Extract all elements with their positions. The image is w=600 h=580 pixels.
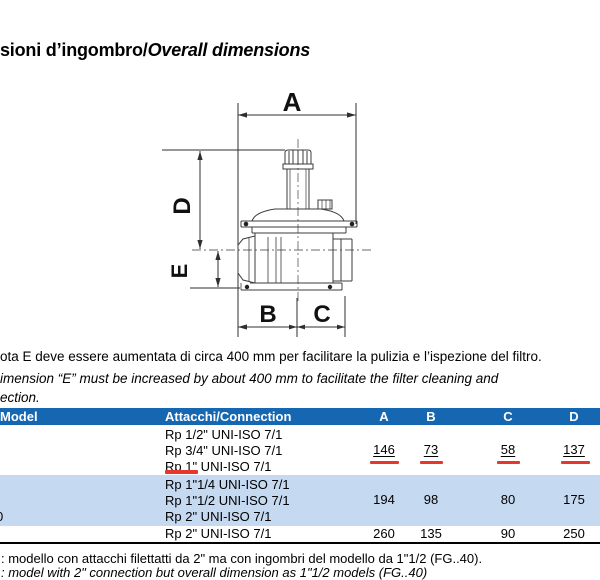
red-underline-annotation [561, 461, 590, 464]
dimension-b-c [238, 296, 346, 337]
dim-label-c: C [313, 301, 330, 328]
table-header-row: Model Attacchi/Connection A B C D [0, 408, 600, 425]
note-english: imension “E” must be increased by about … [0, 369, 498, 407]
inlet-connection [237, 235, 256, 284]
dimensions-table: Model Attacchi/Connection A B C D Rp 1/2… [0, 408, 600, 544]
header-col-c: C [503, 409, 513, 424]
regulator-tower [286, 169, 310, 209]
dim-d-value: 137 [563, 442, 585, 457]
dim-label-d: D [169, 197, 196, 214]
header-col-a: A [379, 409, 389, 424]
dim-b-value: 98 [423, 492, 439, 507]
table-bottom-border [0, 541, 600, 544]
dim-b-value: 135 [420, 526, 442, 541]
dim-c-value: 80 [500, 492, 516, 507]
dimension-d [162, 149, 285, 249]
table-row-group-2: Rp 1"1/4 UNI-ISO 7/1 Rp 1"1/2 UNI-ISO 7/… [0, 475, 600, 526]
note-english-line1: imension “E” must be increased by about … [0, 371, 499, 386]
model-fragment: 0 [0, 509, 3, 525]
dim-a-value: 146 [373, 442, 395, 457]
page-title-english: Overall dimensions [147, 40, 311, 60]
page-title: sioni d’ingombro/Overall dimensions [0, 40, 310, 61]
dim-d-value: 250 [563, 526, 585, 541]
connection-value: Rp 3/4" UNI-ISO 7/1 [165, 443, 283, 458]
dim-c-value: 90 [500, 526, 516, 541]
base-rim [240, 282, 343, 291]
header-connection: Attacchi/Connection [165, 409, 292, 424]
connection-value: Rp 1/2" UNI-ISO 7/1 [165, 427, 283, 442]
connection-value: Rp 2" UNI-ISO 7/1 [165, 526, 272, 541]
table-row-group-3: Rp 2" UNI-ISO 7/1 260 135 90 250 [0, 526, 600, 542]
header-model: Model [0, 409, 38, 424]
dim-c-value: 58 [500, 442, 516, 457]
dim-label-b: B [259, 301, 276, 328]
red-underline-annotation [165, 470, 198, 474]
note-english-line2: ection. [0, 390, 40, 405]
technical-drawing: A D E B C [162, 87, 372, 337]
connection-value: Rp 1"1/4 UNI-ISO 7/1 [165, 477, 290, 492]
header-col-b: B [426, 409, 436, 424]
vent-boss [317, 199, 333, 210]
dim-a-value: 194 [373, 492, 395, 507]
dimension-e [190, 251, 240, 289]
regulator-cap [282, 149, 314, 170]
diaphragm-dome [240, 208, 358, 234]
dim-label-a: A [283, 87, 302, 117]
dim-b-value: 73 [423, 442, 439, 457]
note-italian: ota E deve essere aumentata di circa 400… [0, 349, 542, 364]
dim-label-e: E [167, 264, 192, 279]
table-row-group-1: Rp 1/2" UNI-ISO 7/1 Rp 3/4" UNI-ISO 7/1 … [0, 425, 600, 475]
header-col-d: D [569, 409, 579, 424]
page-title-italian: sioni d’ingombro/ [0, 40, 148, 60]
connection-value: Rp 2" UNI-ISO 7/1 [165, 509, 272, 524]
dim-a-value: 260 [373, 526, 395, 541]
dim-d-value: 175 [563, 492, 585, 507]
dimension-a [237, 103, 357, 337]
red-underline-annotation [420, 461, 443, 464]
red-underline-annotation [370, 461, 399, 464]
connection-value: Rp 1"1/2 UNI-ISO 7/1 [165, 493, 290, 508]
filter-body [254, 233, 353, 283]
footnote-english: : model with 2" connection but overall d… [1, 565, 428, 580]
footnote-italian: : modello con attacchi filettatti da 2" … [1, 551, 483, 566]
red-underline-annotation [497, 461, 520, 464]
